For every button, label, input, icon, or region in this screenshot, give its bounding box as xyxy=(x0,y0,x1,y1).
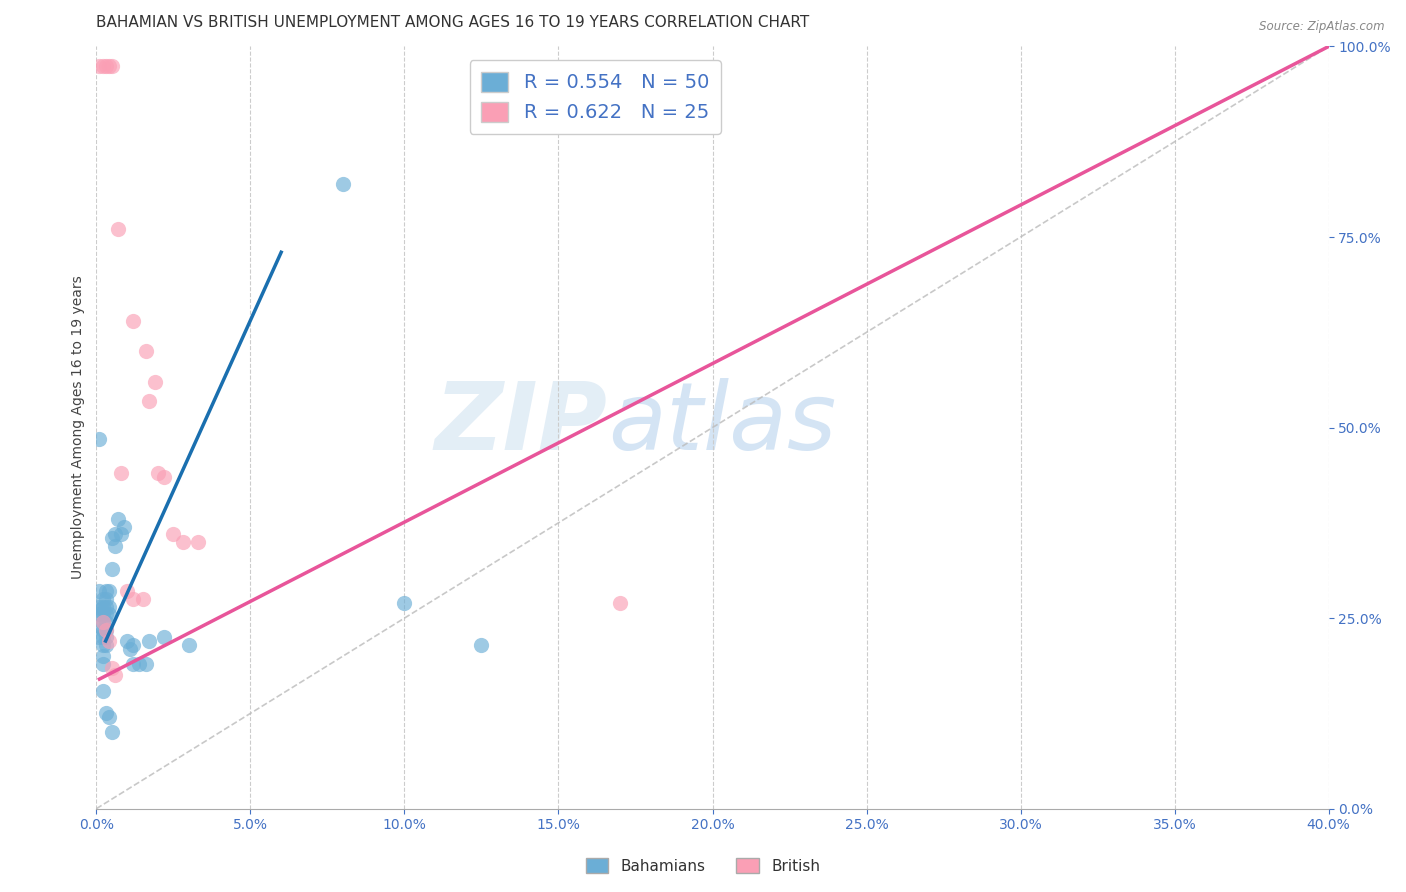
Point xyxy=(94,592,117,607)
Point xyxy=(89,630,111,644)
Point xyxy=(122,657,145,671)
Point xyxy=(122,592,145,607)
Point xyxy=(94,599,117,614)
Point xyxy=(89,599,111,614)
Point xyxy=(128,657,150,671)
Point xyxy=(135,344,157,359)
Text: Source: ZipAtlas.com: Source: ZipAtlas.com xyxy=(1260,20,1385,33)
Text: atlas: atlas xyxy=(607,378,837,469)
Point xyxy=(97,58,120,72)
Point xyxy=(94,638,117,652)
Point xyxy=(97,634,120,648)
Point xyxy=(97,710,120,724)
Point xyxy=(115,634,138,648)
Point xyxy=(394,596,416,610)
Point xyxy=(470,638,492,652)
Point xyxy=(146,467,169,481)
Point xyxy=(97,607,120,622)
Point xyxy=(162,527,184,541)
Point xyxy=(100,531,122,545)
Point xyxy=(172,535,194,549)
Text: ZIP: ZIP xyxy=(434,377,607,470)
Point xyxy=(112,519,135,533)
Point xyxy=(94,623,117,637)
Point xyxy=(94,584,117,599)
Point xyxy=(94,630,117,644)
Point xyxy=(91,615,114,629)
Point xyxy=(100,561,122,575)
Y-axis label: Unemployment Among Ages 16 to 19 years: Unemployment Among Ages 16 to 19 years xyxy=(72,276,86,580)
Point xyxy=(104,527,127,541)
Point xyxy=(91,58,114,72)
Point xyxy=(138,634,160,648)
Point xyxy=(97,584,120,599)
Point xyxy=(177,638,200,652)
Point xyxy=(332,177,354,191)
Point xyxy=(91,638,114,652)
Point xyxy=(115,584,138,599)
Point xyxy=(100,661,122,675)
Point xyxy=(110,467,132,481)
Legend: R = 0.554   N = 50, R = 0.622   N = 25: R = 0.554 N = 50, R = 0.622 N = 25 xyxy=(470,60,721,134)
Point xyxy=(94,607,117,622)
Legend: Bahamians, British: Bahamians, British xyxy=(579,852,827,880)
Point xyxy=(153,470,176,484)
Point xyxy=(135,657,157,671)
Point xyxy=(91,683,114,698)
Point xyxy=(100,725,122,739)
Point xyxy=(104,668,127,682)
Point xyxy=(89,432,111,446)
Point xyxy=(91,607,114,622)
Point xyxy=(122,314,145,328)
Point xyxy=(110,527,132,541)
Point xyxy=(143,375,166,389)
Point xyxy=(89,58,111,72)
Point xyxy=(94,623,117,637)
Point xyxy=(609,596,631,610)
Point xyxy=(91,623,114,637)
Point xyxy=(91,649,114,664)
Point xyxy=(131,592,153,607)
Point xyxy=(89,619,111,633)
Point xyxy=(97,599,120,614)
Point xyxy=(94,615,117,629)
Point xyxy=(91,615,114,629)
Point xyxy=(187,535,209,549)
Point xyxy=(122,638,145,652)
Point xyxy=(153,630,176,644)
Point xyxy=(91,630,114,644)
Point xyxy=(91,599,114,614)
Point xyxy=(104,539,127,553)
Point xyxy=(91,657,114,671)
Point xyxy=(94,58,117,72)
Point xyxy=(100,58,122,72)
Point xyxy=(138,393,160,408)
Point xyxy=(89,584,111,599)
Point xyxy=(120,641,142,656)
Point xyxy=(91,592,114,607)
Point xyxy=(89,603,111,617)
Point xyxy=(94,706,117,721)
Point xyxy=(89,607,111,622)
Point xyxy=(107,222,129,236)
Text: BAHAMIAN VS BRITISH UNEMPLOYMENT AMONG AGES 16 TO 19 YEARS CORRELATION CHART: BAHAMIAN VS BRITISH UNEMPLOYMENT AMONG A… xyxy=(97,15,810,30)
Point xyxy=(107,512,129,526)
